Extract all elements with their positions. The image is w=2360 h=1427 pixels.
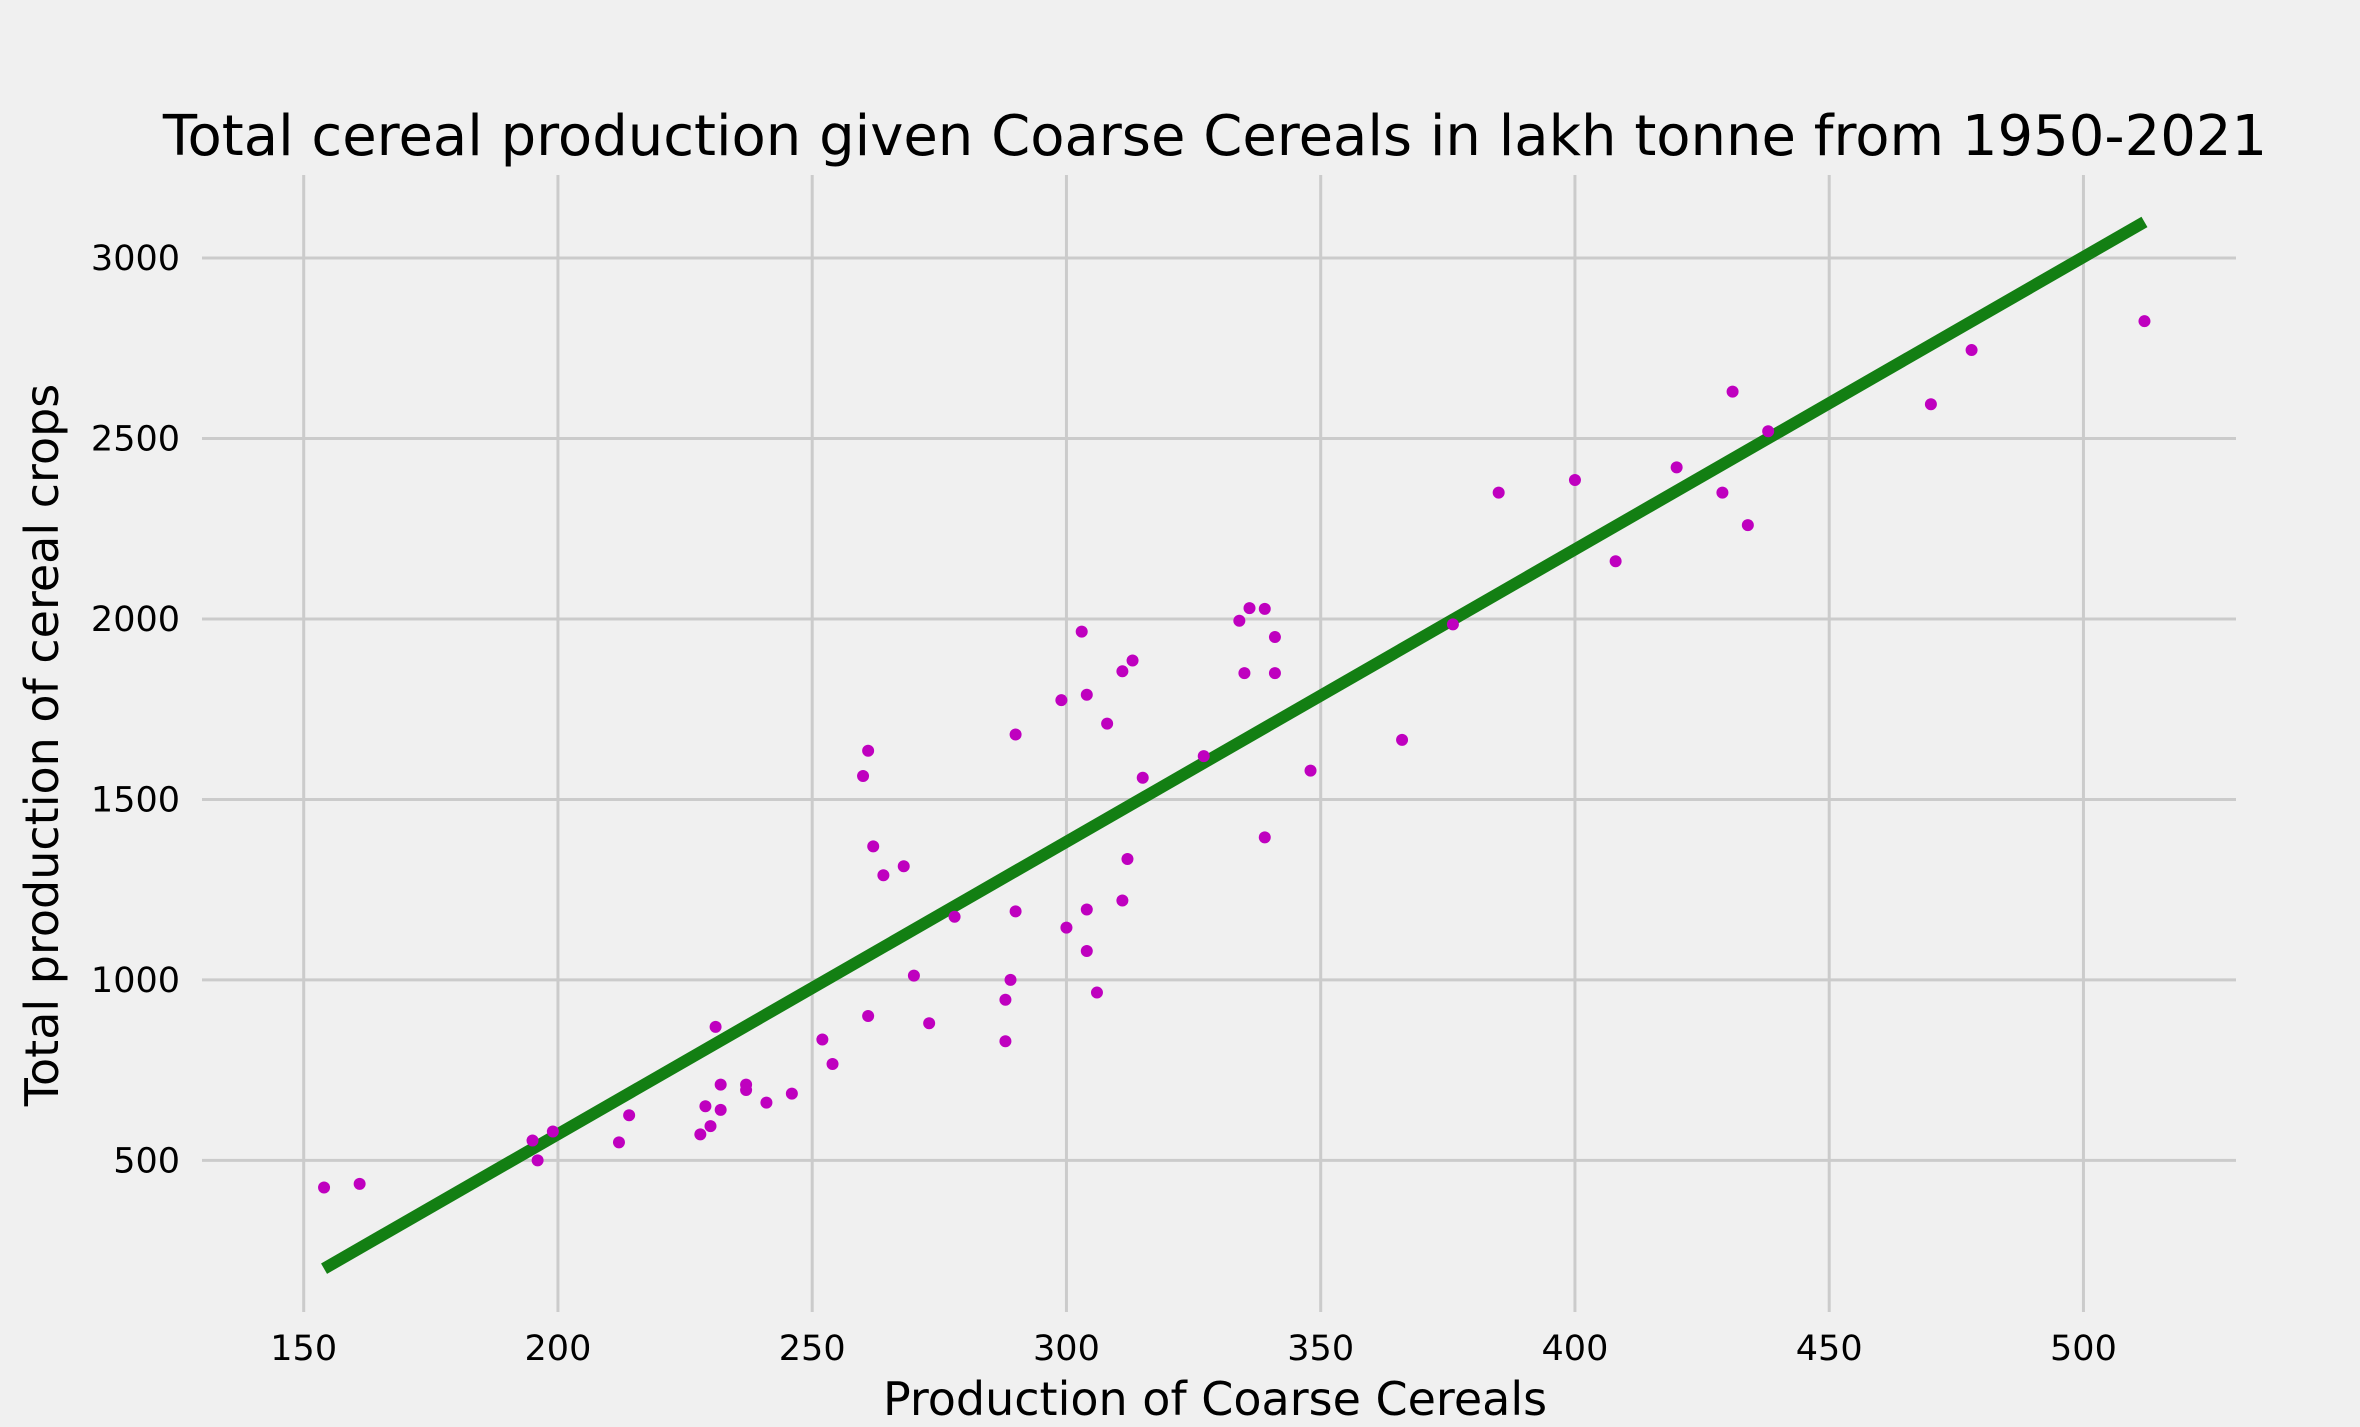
- data-point: [1080, 945, 1093, 958]
- data-point: [1446, 618, 1459, 631]
- data-point: [1080, 688, 1093, 701]
- data-point: [1741, 519, 1754, 532]
- data-point: [826, 1058, 839, 1071]
- data-point: [1055, 694, 1068, 707]
- data-point: [714, 1078, 727, 1091]
- data-point: [785, 1087, 798, 1100]
- data-point: [714, 1103, 727, 1116]
- data-point: [907, 969, 920, 982]
- x-tick-labels: 150 200 250 300 350 400 450 500: [270, 1329, 2117, 1369]
- data-point: [948, 910, 961, 923]
- data-point: [1762, 425, 1775, 438]
- data-point: [1568, 474, 1581, 487]
- x-axis-title: Production of Coarse Cereals: [883, 1372, 1547, 1422]
- data-point: [877, 869, 890, 882]
- data-point: [862, 744, 875, 757]
- y-tick-label: 1500: [91, 780, 180, 820]
- data-point: [1075, 625, 1088, 638]
- data-point: [1080, 903, 1093, 916]
- data-point: [1121, 853, 1134, 866]
- data-point: [526, 1134, 539, 1147]
- y-tick-label: 2000: [91, 600, 180, 640]
- data-point: [1268, 667, 1281, 680]
- data-point: [1136, 771, 1149, 784]
- data-point: [1716, 486, 1729, 499]
- data-point: [1396, 733, 1409, 746]
- data-point: [1258, 602, 1271, 615]
- x-tick-label: 150: [270, 1329, 337, 1369]
- x-tick-label: 300: [1033, 1329, 1100, 1369]
- data-point: [704, 1120, 717, 1133]
- data-point: [1004, 973, 1017, 986]
- x-tick-label: 350: [1287, 1329, 1354, 1369]
- data-point: [1258, 831, 1271, 844]
- data-point: [353, 1177, 366, 1190]
- x-tick-label: 450: [1796, 1329, 1863, 1369]
- data-point: [1492, 486, 1505, 499]
- data-point: [1009, 905, 1022, 918]
- data-point: [1243, 602, 1256, 615]
- data-point: [531, 1154, 544, 1167]
- data-point: [1126, 654, 1139, 667]
- data-point: [699, 1100, 712, 1113]
- data-point: [1268, 631, 1281, 644]
- data-point: [1009, 728, 1022, 741]
- data-point: [1238, 667, 1251, 680]
- data-point: [862, 1010, 875, 1023]
- data-point: [760, 1096, 773, 1109]
- x-tick-label: 250: [779, 1329, 846, 1369]
- grid: [202, 175, 2236, 1312]
- x-tick-label: 500: [2050, 1329, 2117, 1369]
- data-point: [857, 769, 870, 782]
- data-point: [1060, 921, 1073, 934]
- data-point: [1924, 398, 1937, 411]
- x-tick-label: 200: [525, 1329, 592, 1369]
- data-point: [623, 1109, 636, 1122]
- data-point: [1090, 986, 1103, 999]
- data-point: [318, 1181, 331, 1194]
- data-point: [897, 860, 910, 873]
- y-axis-title: Total production of cereal crops: [15, 384, 69, 1108]
- data-point: [999, 1035, 1012, 1048]
- x-tick-label: 400: [1542, 1329, 1609, 1369]
- regression-line: [321, 216, 2148, 1274]
- y-tick-labels: 500 1000 1500 2000 2500 3000: [91, 239, 180, 1181]
- data-point: [1116, 665, 1129, 678]
- y-tick-label: 2500: [91, 419, 180, 459]
- data-point: [1965, 344, 1978, 357]
- y-tick-label: 500: [113, 1141, 180, 1181]
- data-point: [816, 1033, 829, 1046]
- data-point: [923, 1017, 936, 1030]
- data-point: [1726, 385, 1739, 398]
- y-tick-label: 1000: [91, 961, 180, 1001]
- regression-line-layer: [321, 216, 2148, 1274]
- data-point: [867, 840, 880, 853]
- data-point: [1116, 894, 1129, 907]
- data-point: [1101, 717, 1114, 730]
- data-point: [1304, 764, 1317, 777]
- data-point: [1233, 614, 1246, 627]
- data-point: [709, 1020, 722, 1033]
- data-point: [1670, 461, 1683, 474]
- data-point: [999, 993, 1012, 1006]
- data-point: [546, 1125, 559, 1138]
- data-point: [2138, 315, 2151, 328]
- data-point: [1609, 555, 1622, 568]
- data-point: [1197, 750, 1210, 763]
- y-tick-label: 3000: [91, 239, 180, 279]
- data-points: [318, 315, 2151, 1194]
- data-point: [612, 1136, 625, 1149]
- data-point: [694, 1128, 707, 1141]
- chart-title: Total cereal production given Coarse Cer…: [162, 104, 2267, 169]
- data-point: [740, 1084, 753, 1097]
